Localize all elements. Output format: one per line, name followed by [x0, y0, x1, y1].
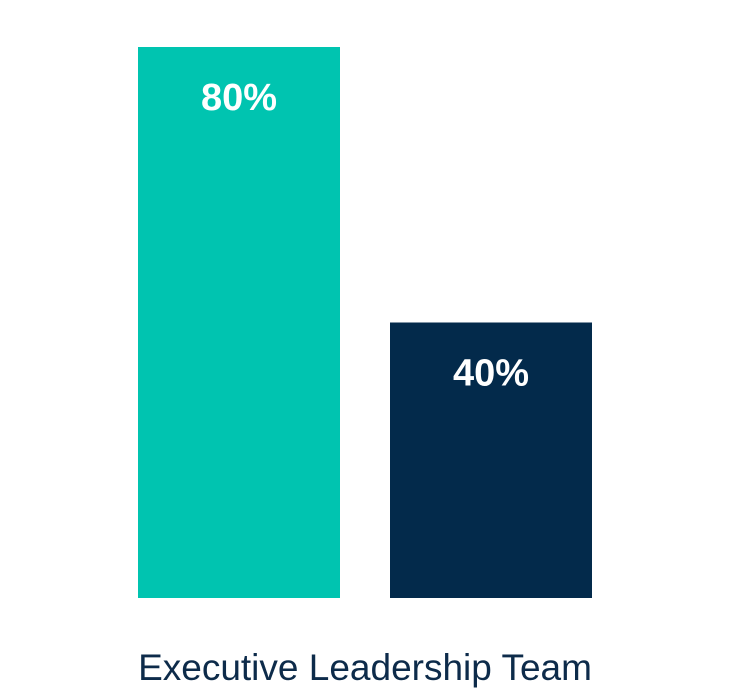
bar [138, 47, 340, 598]
category-label: Executive Leadership Team [138, 647, 592, 688]
value-label: 80% [201, 77, 277, 119]
bar [390, 322, 592, 598]
value-label: 40% [453, 353, 529, 395]
